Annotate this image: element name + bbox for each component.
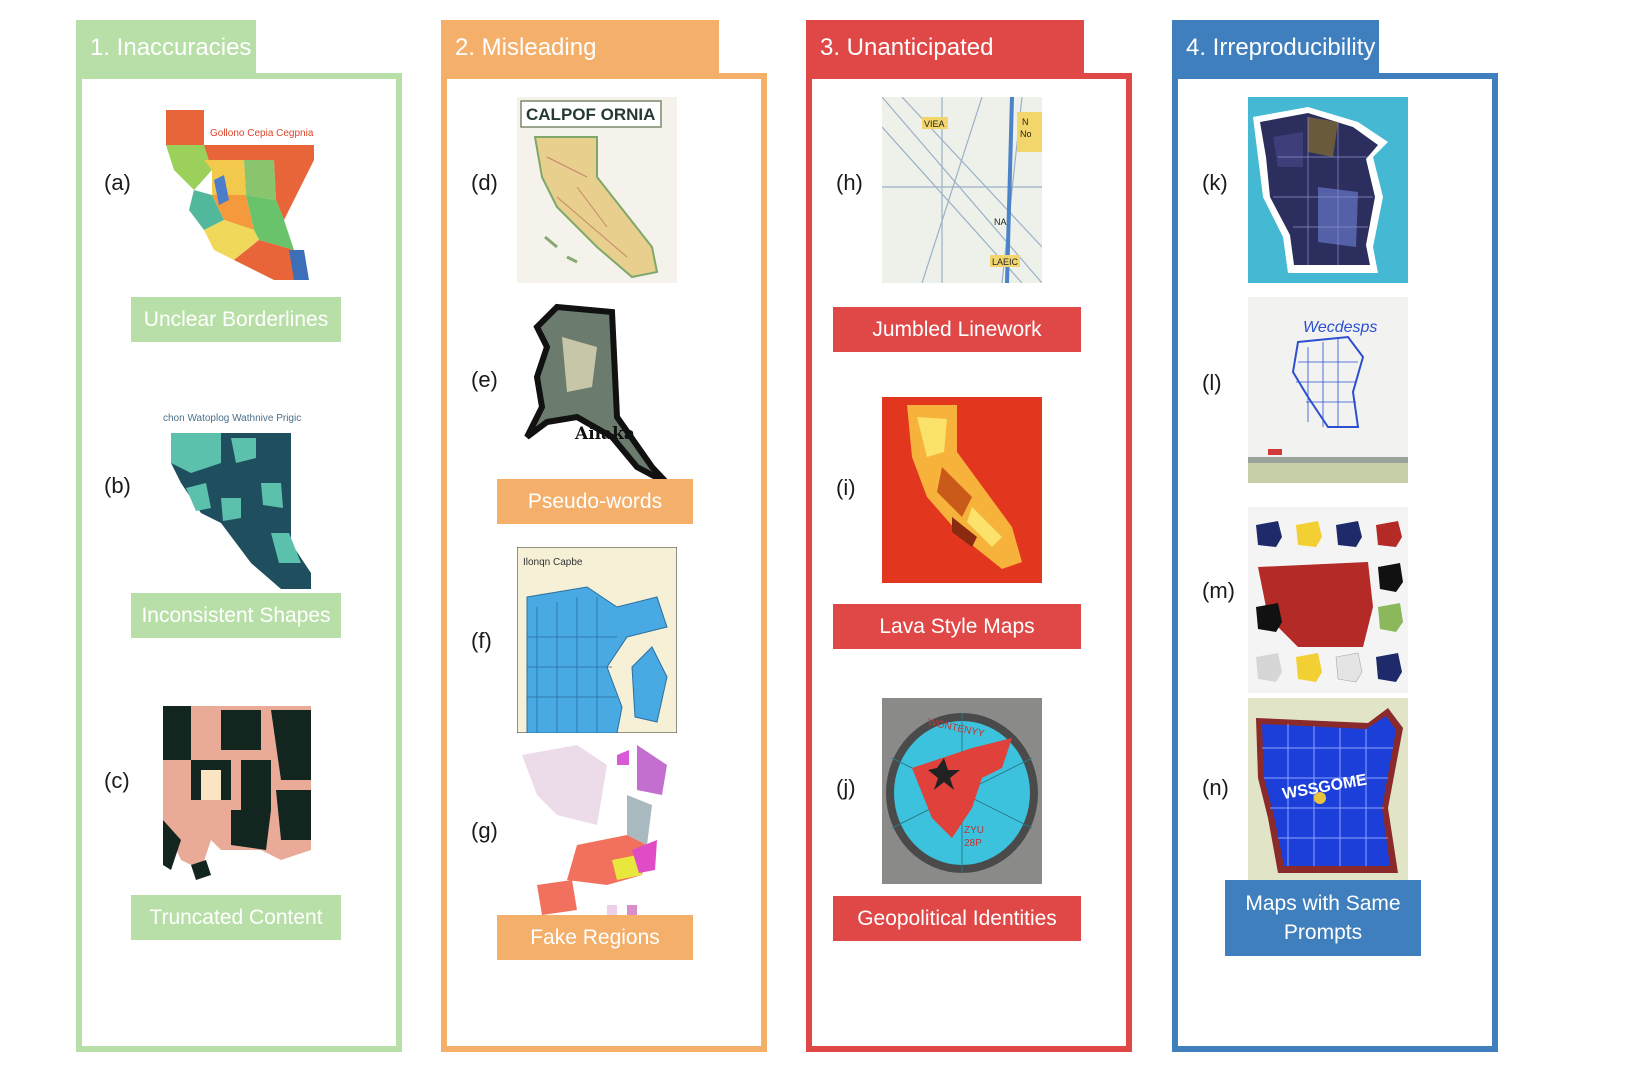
panel-title: 2. Misleading Information: [441, 20, 719, 117]
label-maps-with-same-prompts: Maps with Same Prompts: [1225, 880, 1421, 956]
panel-misleading-information: 2. Misleading Information (d) CALPOF ORN…: [441, 20, 767, 1052]
map-pseudo-text: chon Watoplog Wathnive Prigic: [163, 413, 301, 424]
panel-title: 4. Irreproducibility: [1172, 20, 1379, 76]
korea-plaque-map-icon: WONTENYY ZYU 28P: [882, 698, 1042, 884]
california-relief-map-icon: CALPOF ORNIA: [517, 97, 677, 283]
label-jumbled-linework: Jumbled Linework: [833, 307, 1081, 352]
item-letter-e: (e): [471, 367, 498, 392]
panel-title: 1. Inaccuracies: [76, 20, 256, 76]
item-letter-h: (h): [836, 170, 863, 195]
label-lava-style-maps: Lava Style Maps: [833, 604, 1081, 649]
whiteboard-wisconsin-map-icon: Wecdesps: [1248, 297, 1408, 483]
item-letter-b: (b): [104, 473, 131, 498]
map-pseudo-text: N: [1022, 117, 1029, 127]
map-pseudo-text: Wecdesps: [1303, 319, 1377, 336]
map-pseudo-text: 28P: [964, 838, 982, 849]
map-pseudo-text: Ilonqn Capbe: [523, 557, 583, 568]
item-letter-l: (l): [1202, 370, 1222, 395]
item-letter-a: (a): [104, 170, 131, 195]
california-counties-map-icon: Gollono Cepia Cegpnia: [164, 100, 324, 286]
label-inconsistent-shapes: Inconsistent Shapes: [131, 593, 341, 638]
wisconsin-blue-grid-map-icon: WSSGOME: [1248, 698, 1408, 884]
panel-title: 3. Unanticipated Features: [806, 20, 1084, 117]
japan-map-icon: [517, 735, 677, 921]
label-pseudo-words: Pseudo-words: [497, 479, 693, 524]
wisconsin-grid-collage-icon: [1248, 507, 1408, 693]
map-pseudo-text: Ailaka: [574, 424, 635, 444]
panel-irreproducibility: 4. Irreproducibility (k) (l) Wecdesps (m…: [1172, 20, 1498, 1052]
item-letter-g: (g): [471, 818, 498, 843]
panel-inaccuracies: 1. Inaccuracies (a) Gollono Cepia Cegpni…: [76, 20, 402, 1052]
label-fake-regions: Fake Regions: [497, 915, 693, 960]
item-letter-j: (j): [836, 775, 856, 800]
map-pseudo-text: NA: [994, 217, 1007, 227]
map-pseudo-text: ZYU: [964, 825, 984, 836]
map-pseudo-text: LAEIC: [992, 257, 1019, 267]
item-letter-i: (i): [836, 475, 856, 500]
label-geopolitical-identities: Geopolitical Identities: [833, 896, 1081, 941]
item-letter-c: (c): [104, 768, 130, 793]
label-truncated-content: Truncated Content: [131, 895, 341, 940]
us-states-map-icon: [161, 700, 321, 886]
michigan-map-icon: Ilonqn Capbe: [517, 547, 677, 733]
lava-california-map-icon: [882, 397, 1042, 583]
wisconsin-dark-map-icon: [1248, 97, 1408, 283]
road-linework-map-icon: VIEA N No NA LAEIC: [882, 97, 1042, 283]
alaska-map-icon: Ailaka: [517, 297, 677, 483]
panel-unanticipated-features: 3. Unanticipated Features (h) VIEA N No …: [806, 20, 1132, 1052]
item-letter-d: (d): [471, 170, 498, 195]
label-unclear-borderlines: Unclear Borderlines: [131, 297, 341, 342]
map-pseudo-text: No: [1020, 129, 1032, 139]
teal-state-map-icon: chon Watoplog Wathnive Prigic: [161, 403, 321, 589]
item-letter-k: (k): [1202, 170, 1228, 195]
item-letter-m: (m): [1202, 578, 1235, 603]
map-pseudo-text: Gollono Cepia Cegpnia: [210, 128, 314, 139]
item-letter-f: (f): [471, 628, 492, 653]
map-pseudo-text: VIEA: [924, 119, 945, 129]
map-pseudo-text: CALPOF ORNIA: [526, 105, 655, 124]
item-letter-n: (n): [1202, 775, 1229, 800]
